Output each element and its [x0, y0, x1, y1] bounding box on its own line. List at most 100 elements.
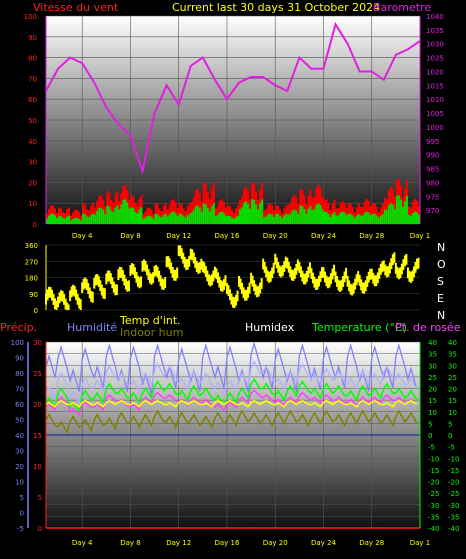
wind-avg-bar [218, 212, 221, 224]
wind-avg-bar [293, 209, 296, 224]
wind-avg-bar [178, 213, 181, 224]
humidity-tick-label: 10 [15, 479, 24, 487]
bottom-x-tick-label: Day 24 [311, 539, 337, 547]
wind-avg-bar [54, 215, 57, 224]
wind-avg-bar [158, 216, 161, 224]
humidity-tick-label: 50 [15, 417, 24, 425]
wind-tick-label: 70 [28, 75, 37, 83]
wind-avg-bar [315, 204, 318, 224]
wind-tick-label: 30 [28, 159, 37, 167]
wind-avg-bar [70, 220, 73, 224]
baro-tick-label: 1040 [426, 13, 444, 21]
wind-avg-bar [355, 215, 358, 224]
wind-gust-bar [353, 212, 356, 224]
wind-avg-bar [363, 212, 366, 224]
wind-gust-bar [72, 212, 75, 224]
wind-avg-bar [194, 206, 197, 224]
wind-avg-bar [128, 208, 131, 224]
wind-tick-label: 0 [33, 221, 37, 229]
wind-avg-bar [136, 213, 139, 224]
wind-avg-bar [237, 215, 240, 224]
baro-tick-label: 975 [426, 193, 439, 201]
bottom-axes: -40 -40 -35 -35 -30 -30 -25 -25 -20 -20 -15 -15 -10 -… [11, 339, 460, 547]
humidity-tick-label: 40 [15, 432, 24, 440]
dir-tick-label: 270 [25, 258, 38, 266]
wind-avg-bar [401, 206, 404, 224]
indoor-hum-line [45, 409, 418, 435]
wind-avg-bar [160, 217, 163, 224]
wind-avg-bar [267, 214, 270, 224]
bottom-x-tick-label: Day 1 [410, 539, 431, 547]
wind-avg-bar [329, 217, 332, 224]
wind-avg-bar [228, 216, 231, 224]
wind-avg-bar [132, 208, 135, 224]
baro-tick-label: 1025 [426, 55, 444, 63]
temp-tick-label-a: -40 [428, 525, 439, 533]
baro-tick-label: 995 [426, 138, 439, 146]
temp-tick-label-b: 15 [448, 397, 457, 405]
wind-avg-bar [84, 214, 87, 224]
wind-avg-bar [369, 215, 372, 224]
humidity-tick-label: 80 [15, 370, 24, 378]
wind-avg-bar [100, 207, 103, 224]
wind-avg-bar [393, 208, 396, 224]
temp-tick-label-a: -5 [428, 444, 435, 452]
baro-tick-label: 1015 [426, 82, 444, 90]
wind-avg-bar [333, 211, 336, 224]
wind-avg-bar [233, 219, 236, 224]
wind-avg-bar [307, 208, 310, 224]
wind-avg-bar [206, 208, 209, 224]
wind-gust-bar [74, 209, 77, 224]
wind-tick-label: 20 [28, 179, 37, 187]
wind-avg-bar [291, 210, 294, 224]
wind-avg-bar [411, 212, 414, 224]
baro-tick-label: 1000 [426, 124, 444, 132]
wind-avg-bar [311, 210, 314, 224]
wind-gust-bar [289, 203, 292, 224]
wind-avg-bar [375, 215, 378, 224]
temp-tick-label-b: -5 [448, 444, 455, 452]
temp-tick-label-a: 35 [428, 351, 437, 359]
wind-avg-bar [130, 207, 133, 224]
wind-avg-bar [92, 213, 95, 224]
wind-avg-bar [74, 217, 77, 224]
wind-avg-bar [214, 216, 217, 224]
dir-label-s: S [437, 275, 444, 288]
baro-tick-label: 1005 [426, 110, 444, 118]
wind-avg-bar [56, 218, 59, 224]
humidity-tick-label: 30 [15, 448, 24, 456]
wind-avg-bar [303, 208, 306, 224]
wind-avg-bar [82, 213, 85, 224]
wind-avg-bar [397, 195, 400, 224]
wind-avg-bar [313, 209, 316, 224]
wind-gust-bar [70, 215, 73, 224]
wind-gust-bar [80, 215, 83, 224]
wind-avg-bar [230, 217, 233, 224]
wind-avg-bar [68, 215, 71, 224]
bottom-x-tick-label: Day 8 [120, 539, 141, 547]
wind-avg-bar [407, 215, 410, 224]
wind-avg-bar [409, 215, 412, 224]
wind-avg-bar [405, 196, 408, 224]
humidity-tick-label: 70 [15, 386, 24, 394]
temp-tick-label-b: -30 [448, 502, 459, 510]
wind-gust-bar [233, 212, 236, 224]
temp-tick-label-b: 0 [448, 432, 452, 440]
dir-tick-label: 90 [29, 291, 38, 299]
wind-avg-bar [257, 209, 260, 224]
wind-avg-bar [275, 213, 278, 224]
wind-avg-bar [200, 211, 203, 224]
wind-avg-bar [198, 207, 201, 224]
wind-avg-bar [365, 211, 368, 224]
wind-avg-bar [287, 214, 290, 224]
bottom-x-tick-label: Day 20 [263, 539, 288, 547]
wind-avg-bar [186, 215, 189, 224]
wind-gust-bar [218, 200, 221, 224]
wind-avg-bar [204, 204, 207, 224]
wind-avg-bar [102, 209, 105, 224]
baro-tick-label: 990 [426, 152, 439, 160]
temp-tick-label-a: 30 [428, 362, 437, 370]
wind-gust-bar [78, 211, 81, 224]
wind-avg-bar [321, 209, 324, 224]
